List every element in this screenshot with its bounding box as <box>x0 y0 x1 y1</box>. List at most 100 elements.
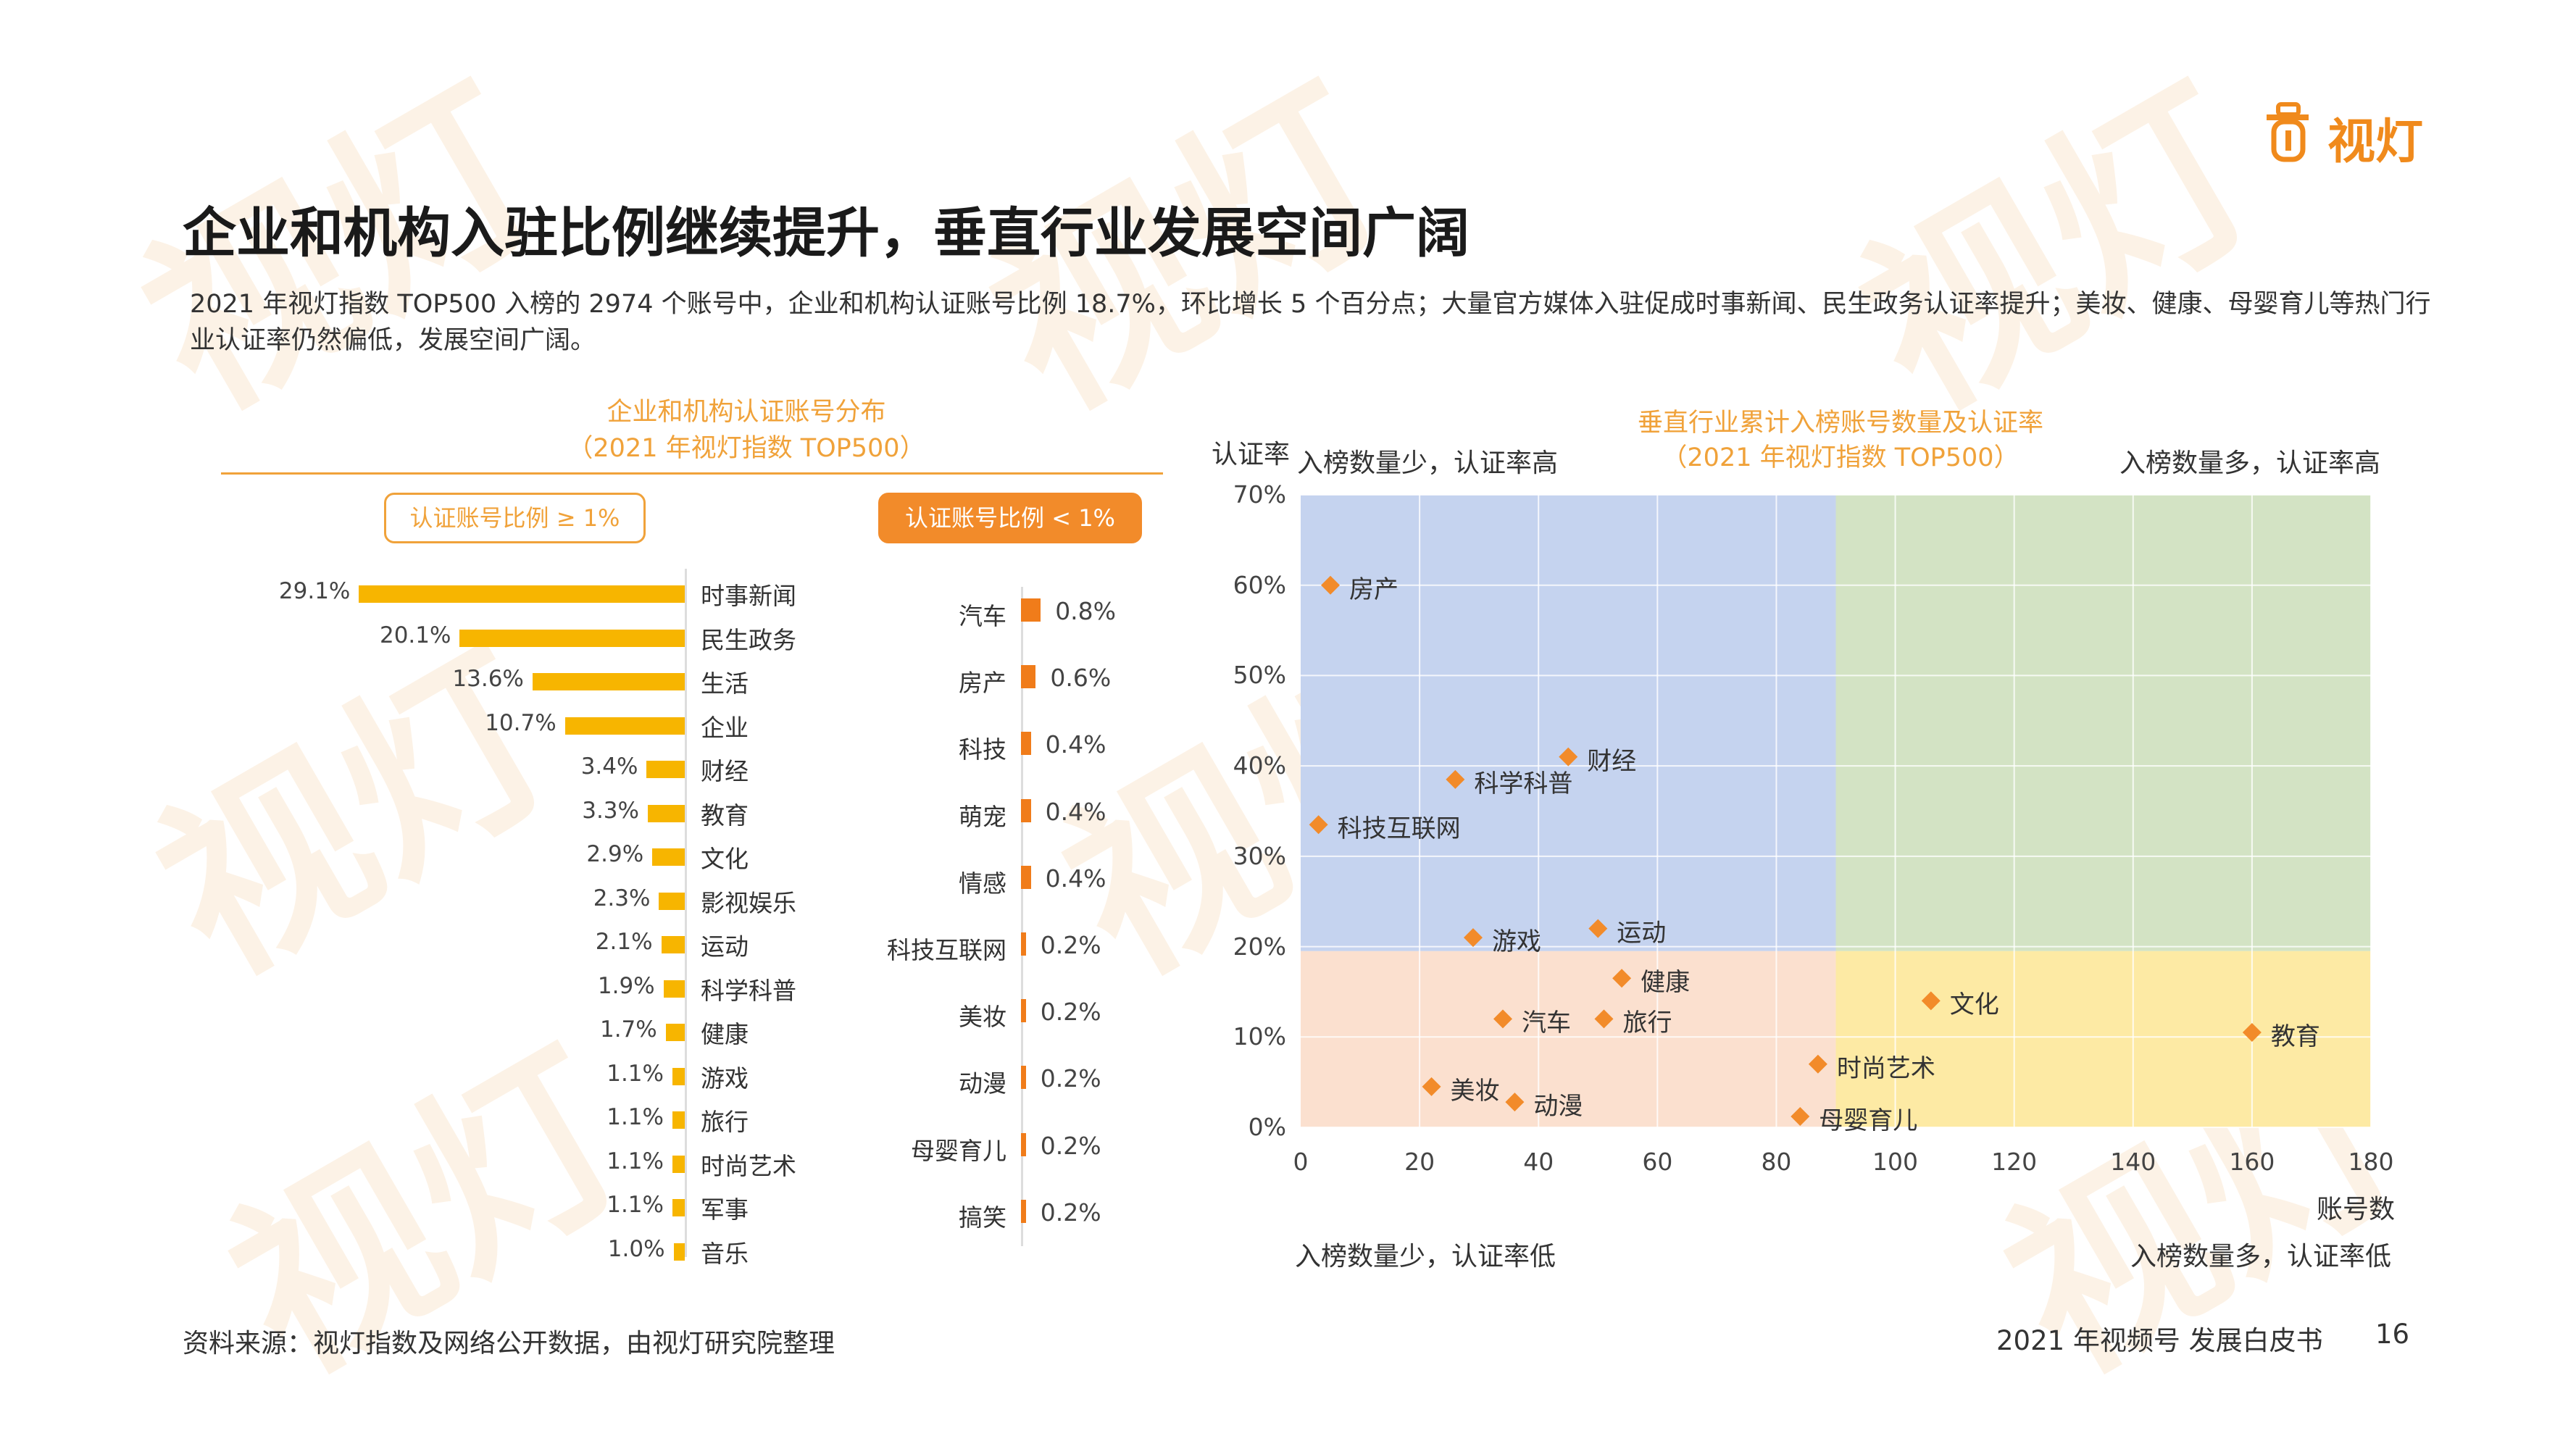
x-tick-label: 180 <box>2348 1148 2394 1176</box>
y-axis-name: 认证率 <box>1212 440 1291 469</box>
page-number: 16 <box>2375 1319 2410 1350</box>
high-ratio-bar <box>672 1199 685 1216</box>
high-ratio-category-label: 旅行 <box>701 1108 749 1136</box>
high-ratio-category-label: 军事 <box>701 1195 749 1224</box>
high-ratio-value-label: 29.1% <box>278 578 351 604</box>
scatter-point-marker <box>1422 1077 1441 1096</box>
y-tick-label: 40% <box>1233 751 1286 780</box>
low-ratio-pill: 认证账号比例 < 1% <box>878 493 1142 543</box>
low-ratio-category-label: 美妆 <box>959 1003 1006 1032</box>
scatter-point-label: 健康 <box>1641 968 1691 998</box>
scatter-point-marker <box>1505 1093 1525 1112</box>
low-ratio-category-label: 情感 <box>959 869 1006 898</box>
low-ratio-category-label: 萌宠 <box>959 802 1006 831</box>
x-tick-label: 120 <box>1991 1148 2038 1176</box>
scatter-point-marker <box>1463 928 1483 948</box>
scatter-point-label: 游戏 <box>1491 927 1541 957</box>
low-ratio-category-label: 母婴育儿 <box>911 1136 1006 1165</box>
low-ratio-value-label: 0.6% <box>1050 664 1112 693</box>
scatter-point-marker <box>1309 815 1328 835</box>
quadrant-bottom-left <box>1301 951 1836 1127</box>
high-ratio-value-label: 1.1% <box>607 1104 664 1130</box>
page-title: 企业和机构入驻比例继续提升，垂直行业发展空间广阔 <box>183 202 1470 264</box>
high-ratio-bar <box>652 848 685 866</box>
scatter-point-label: 时尚艺术 <box>1836 1053 1935 1083</box>
high-ratio-category-label: 教育 <box>701 801 749 830</box>
high-ratio-category-label: 时事新闻 <box>701 582 796 610</box>
scatter-point-label: 旅行 <box>1622 1009 1672 1038</box>
scatter-point-marker <box>1921 991 1941 1011</box>
high-ratio-bar <box>359 585 685 603</box>
scatter-point-label: 科学科普 <box>1474 769 1573 798</box>
y-tick-label: 10% <box>1233 1022 1286 1051</box>
y-tick-label: 50% <box>1233 661 1286 690</box>
quadrant-label-top-left: 入榜数量少，认证率高 <box>1297 448 1559 478</box>
high-ratio-value-label: 1.9% <box>597 972 655 999</box>
scatter-point-marker <box>2242 1023 2262 1043</box>
x-tick-label: 60 <box>1642 1148 1673 1176</box>
scatter-point-marker <box>1808 1054 1827 1074</box>
x-tick-label: 40 <box>1523 1148 1554 1176</box>
high-ratio-bar <box>672 1067 685 1085</box>
low-ratio-bar <box>1021 1066 1026 1090</box>
high-ratio-value-label: 2.3% <box>593 885 651 911</box>
high-ratio-category-label: 影视娱乐 <box>701 888 796 917</box>
high-ratio-bar <box>648 804 685 822</box>
low-ratio-value-label: 0.2% <box>1040 1131 1101 1160</box>
high-ratio-value-label: 3.3% <box>582 797 639 824</box>
x-tick-label: 0 <box>1293 1148 1309 1176</box>
high-ratio-category-label: 运动 <box>701 932 749 961</box>
high-ratio-value-label: 1.0% <box>607 1235 665 1262</box>
quadrant-label-bottom-right: 入榜数量多，认证率低 <box>2130 1242 2392 1271</box>
high-ratio-category-label: 音乐 <box>701 1239 749 1268</box>
low-ratio-value-label: 0.8% <box>1055 597 1117 625</box>
high-ratio-bar <box>672 1155 685 1173</box>
y-tick-label: 0% <box>1248 1113 1286 1141</box>
low-ratio-category-label: 搞笑 <box>959 1203 1006 1232</box>
y-tick-label: 60% <box>1233 570 1286 599</box>
low-ratio-bar <box>1021 1199 1026 1223</box>
high-ratio-value-label: 3.4% <box>580 753 638 780</box>
scatter-point-label: 美妆 <box>1450 1076 1500 1106</box>
high-ratio-value-label: 2.9% <box>586 841 644 867</box>
high-ratio-value-label: 1.1% <box>607 1060 664 1087</box>
x-tick-label: 160 <box>2229 1148 2275 1176</box>
high-ratio-bar <box>532 673 685 690</box>
high-ratio-bar <box>659 892 685 910</box>
high-ratio-category-label: 时尚艺术 <box>701 1151 796 1180</box>
low-ratio-category-label: 动漫 <box>959 1069 1006 1098</box>
high-ratio-category-label: 财经 <box>701 757 749 785</box>
high-ratio-bar <box>564 717 685 735</box>
quadrant-top-right <box>1835 495 2371 951</box>
report-title: 2021 年视频号 发展白皮书 <box>1996 1325 2323 1356</box>
low-ratio-bar <box>1021 732 1031 756</box>
low-ratio-value-label: 0.2% <box>1040 998 1101 1027</box>
scatter-point-label: 财经 <box>1587 746 1637 776</box>
scatter-point-label: 房产 <box>1349 575 1399 604</box>
high-ratio-pill: 认证账号比例 ≥ 1% <box>384 493 646 543</box>
high-ratio-bar <box>646 761 685 778</box>
high-ratio-category-label: 企业 <box>701 713 749 742</box>
scatter-chart-title: 垂直行业累计入榜账号数量及认证率 <box>1637 409 2043 438</box>
high-ratio-category-label: 民生政务 <box>701 625 796 654</box>
scatter-point-label: 动漫 <box>1533 1092 1583 1122</box>
intro-paragraph: 2021 年视灯指数 TOP500 入榜的 2974 个账号中，企业和机构认证账… <box>190 290 2431 355</box>
low-ratio-value-label: 0.4% <box>1045 797 1106 826</box>
high-ratio-category-label: 健康 <box>701 1020 749 1048</box>
high-ratio-value-label: 10.7% <box>485 709 557 736</box>
source-note: 资料来源：视灯指数及网络公开数据，由视灯研究院整理 <box>183 1329 835 1358</box>
scatter-point-marker <box>1791 1107 1810 1127</box>
x-axis-name: 账号数 <box>2317 1195 2396 1224</box>
low-ratio-category-label: 科技互联网 <box>887 936 1006 964</box>
scatter-point-label: 汽车 <box>1521 1009 1571 1038</box>
quadrant-top-left <box>1301 495 1836 951</box>
high-ratio-value-label: 20.1% <box>379 622 451 648</box>
left-chart-divider <box>221 472 1163 475</box>
scatter-point-marker <box>1321 575 1341 595</box>
low-ratio-bar <box>1021 665 1036 689</box>
high-ratio-value-label: 1.1% <box>607 1148 664 1174</box>
high-ratio-value-label: 1.7% <box>599 1016 657 1043</box>
left-chart-subtitle: （2021 年视灯指数 TOP500） <box>567 434 925 463</box>
y-tick-label: 30% <box>1233 841 1286 870</box>
scatter-point-label: 运动 <box>1617 918 1667 948</box>
